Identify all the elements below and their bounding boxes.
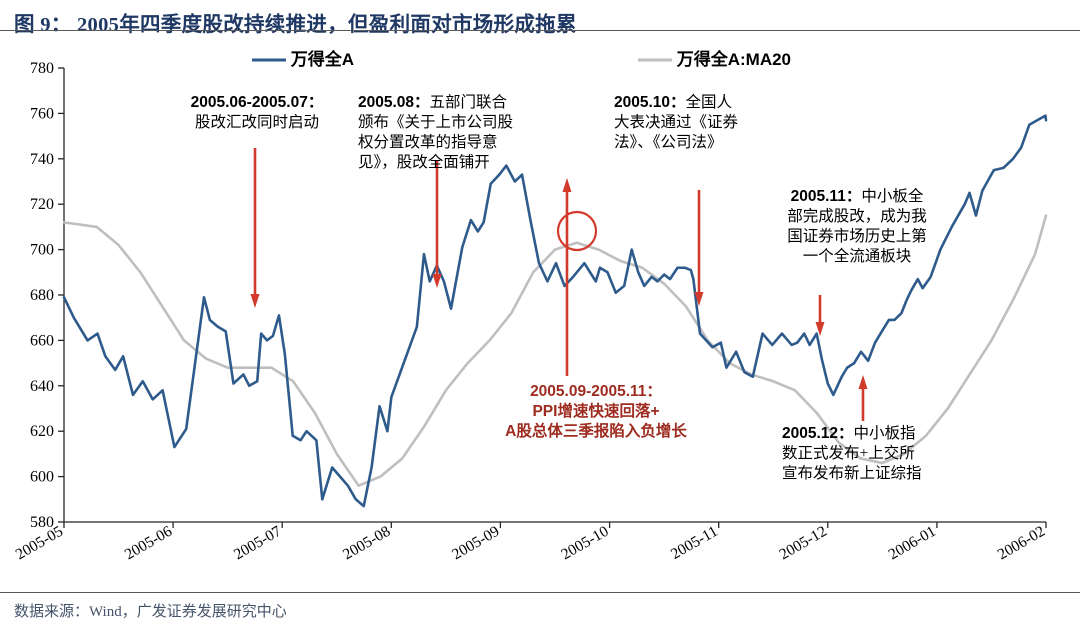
svg-text:2005-09: 2005-09 (449, 523, 502, 564)
svg-text:720: 720 (30, 196, 54, 213)
svg-text:680: 680 (30, 287, 54, 304)
svg-text:640: 640 (30, 378, 54, 395)
svg-text:700: 700 (30, 242, 54, 259)
svg-text:2005-07: 2005-07 (231, 523, 284, 564)
svg-text:2006-02: 2006-02 (995, 523, 1048, 564)
svg-text:2006-01: 2006-01 (886, 523, 939, 564)
svg-text:2005-11: 2005-11 (668, 523, 721, 563)
svg-text:660: 660 (30, 332, 54, 349)
svg-text:2005-06: 2005-06 (122, 523, 175, 564)
svg-text:600: 600 (30, 469, 54, 486)
svg-text:740: 740 (30, 151, 54, 168)
svg-text:620: 620 (30, 423, 54, 440)
svg-text:760: 760 (30, 105, 54, 122)
svg-text:780: 780 (30, 60, 54, 77)
svg-text:2005-12: 2005-12 (777, 523, 830, 564)
svg-text:2005-10: 2005-10 (558, 523, 611, 564)
svg-text:2005-08: 2005-08 (340, 523, 393, 564)
